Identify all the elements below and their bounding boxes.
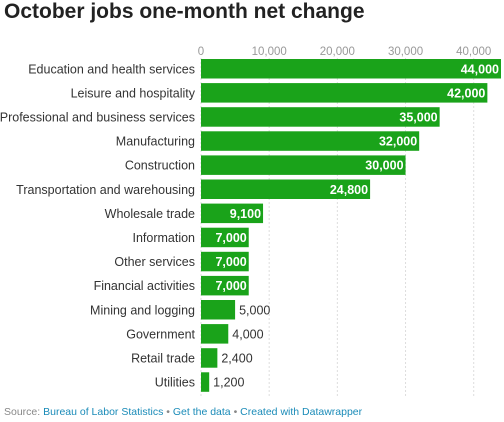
x-tick-label: 20,000 xyxy=(320,46,355,58)
value-label: 30,000 xyxy=(365,159,403,173)
bar xyxy=(201,155,406,175)
bar xyxy=(201,300,236,320)
category-label: Government xyxy=(126,327,195,341)
category-label: Construction xyxy=(125,159,195,173)
value-label: 5,000 xyxy=(239,303,270,317)
x-tick-label: 0 xyxy=(198,46,204,58)
value-label: 7,000 xyxy=(215,255,246,269)
category-label: Utilities xyxy=(155,376,195,390)
bar xyxy=(201,372,210,392)
category-label: Transportation and warehousing xyxy=(16,183,195,197)
get-data-link[interactable]: Get the data xyxy=(172,406,231,418)
x-tick-label: 30,000 xyxy=(388,46,423,58)
value-label: 32,000 xyxy=(379,135,417,149)
bar xyxy=(201,203,264,224)
value-label: 44,000 xyxy=(461,62,499,76)
bar xyxy=(201,275,249,296)
value-label: 7,000 xyxy=(215,279,246,293)
datawrapper-link[interactable]: Created with Datawrapper xyxy=(240,406,363,418)
x-tick-label: 40,000 xyxy=(456,46,491,58)
category-label: Retail trade xyxy=(131,351,195,365)
bar xyxy=(201,348,218,368)
bar xyxy=(201,131,420,151)
source-link[interactable]: Bureau of Labor Statistics xyxy=(43,406,164,418)
bar xyxy=(201,59,501,79)
x-tick-label: 10,000 xyxy=(252,46,287,58)
value-label: 42,000 xyxy=(447,86,485,100)
source-prefix: Source: xyxy=(4,406,44,418)
category-label: Leisure and hospitality xyxy=(71,86,196,100)
category-label: Financial activities xyxy=(94,279,195,293)
category-label: Education and health services xyxy=(28,62,195,76)
bar xyxy=(201,107,440,127)
bar xyxy=(201,179,371,199)
value-label: 7,000 xyxy=(215,231,246,245)
bar xyxy=(201,83,488,103)
value-label: 9,100 xyxy=(230,207,261,221)
category-label: Manufacturing xyxy=(116,135,195,149)
category-label: Wholesale trade xyxy=(105,207,195,221)
chart-title: October jobs one-month net change xyxy=(4,0,365,23)
bar xyxy=(201,227,249,248)
category-label: Mining and logging xyxy=(90,303,195,317)
value-label: 1,200 xyxy=(213,376,244,390)
value-label: 2,400 xyxy=(221,351,252,365)
bar xyxy=(201,324,229,344)
footer-separator: • xyxy=(163,406,173,418)
value-label: 24,800 xyxy=(330,183,368,197)
category-label: Other services xyxy=(114,255,195,269)
category-label: Professional and business services xyxy=(0,110,195,124)
chart-footer: Source: Bureau of Labor Statistics • Get… xyxy=(4,406,362,418)
value-label: 4,000 xyxy=(232,327,263,341)
bar xyxy=(201,251,249,272)
category-label: Information xyxy=(132,231,195,245)
value-label: 35,000 xyxy=(399,110,437,124)
footer-separator: • xyxy=(230,406,241,418)
